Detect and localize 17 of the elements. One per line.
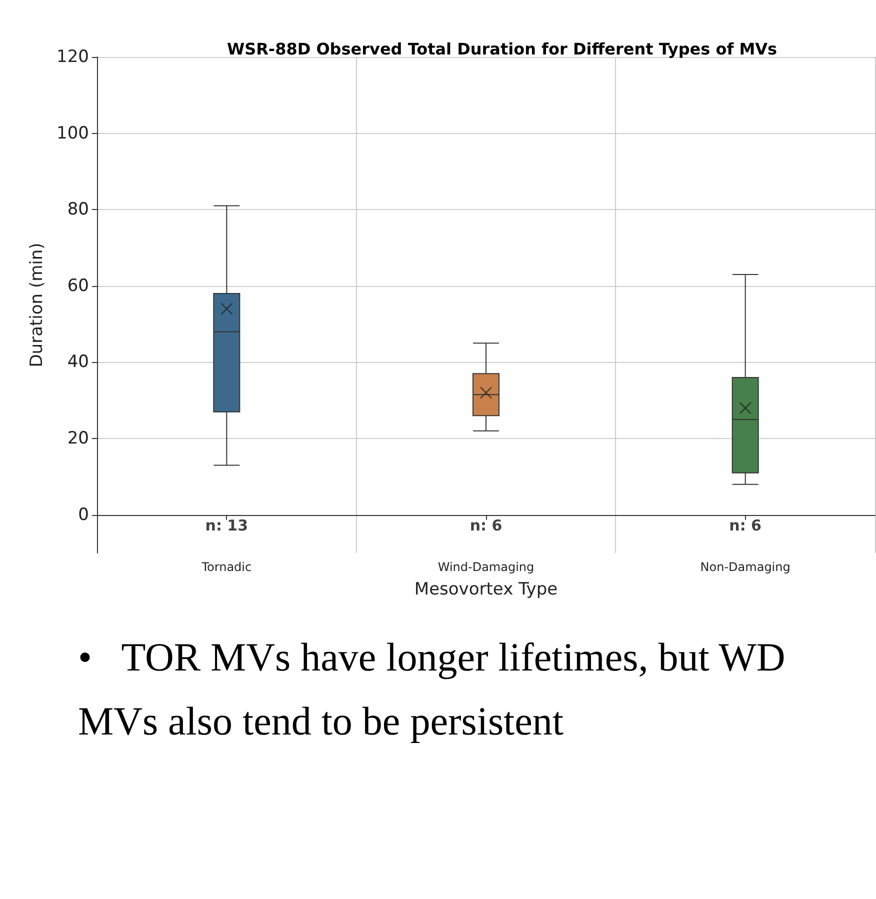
y-tick-label: 60 — [67, 276, 89, 296]
y-tick-label: 40 — [67, 352, 89, 372]
text: • TOR MVs have longer lifetimes, but WD MVs also tend to be persistent — [78, 634, 796, 744]
y-tick-label: 20 — [67, 428, 89, 449]
x-tick-label: Non-Damaging — [700, 560, 790, 574]
y-axis-title: Duration (min) — [27, 242, 48, 368]
x-axis-title: Mesovortex Type — [414, 580, 558, 600]
annotation: n: 13 — [205, 516, 248, 535]
y-tick-label: 0 — [78, 504, 89, 525]
x-tick-label: Wind-Damaging — [438, 560, 534, 574]
annotation: n: 6 — [729, 516, 762, 535]
annotation: n: 6 — [470, 516, 502, 535]
y-tick-label: 100 — [56, 123, 89, 144]
chart-title: WSR-88D Observed Total Duration for Different Types of MVs — [226, 40, 778, 58]
x-tick-label: Tornadic — [200, 560, 252, 574]
y-tick-label: 120 — [56, 47, 89, 67]
y-tick-label: 80 — [67, 200, 89, 220]
